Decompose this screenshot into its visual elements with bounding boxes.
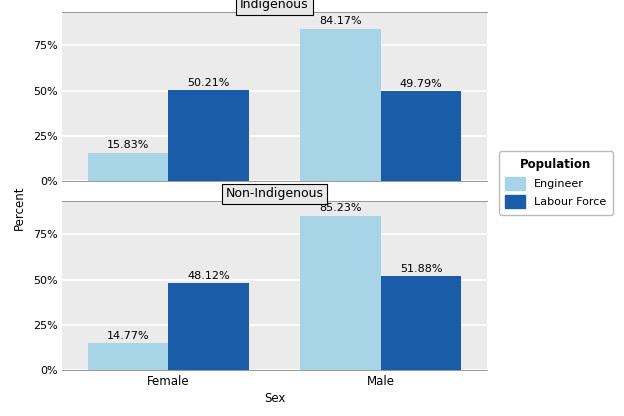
Bar: [168, 283, 249, 370]
Text: Percent: Percent: [12, 186, 26, 230]
Text: 48.12%: 48.12%: [187, 271, 230, 281]
Bar: [381, 276, 461, 370]
Text: 51.88%: 51.88%: [400, 264, 442, 274]
Text: 85.23%: 85.23%: [319, 203, 361, 213]
Bar: [300, 29, 381, 181]
Bar: [88, 344, 168, 370]
Bar: [300, 215, 381, 370]
Legend: Engineer, Labour Force: Engineer, Labour Force: [499, 151, 613, 215]
Text: 15.83%: 15.83%: [107, 140, 149, 150]
Bar: [88, 153, 168, 181]
Title: Indigenous: Indigenous: [240, 0, 309, 11]
Text: 84.17%: 84.17%: [319, 16, 362, 26]
Text: 14.77%: 14.77%: [107, 331, 150, 341]
Text: 50.21%: 50.21%: [188, 78, 230, 88]
Bar: [168, 90, 249, 181]
Title: Non-Indigenous: Non-Indigenous: [225, 187, 324, 201]
X-axis label: Sex: Sex: [264, 392, 285, 405]
Text: 49.79%: 49.79%: [399, 79, 442, 89]
Bar: [381, 91, 461, 181]
